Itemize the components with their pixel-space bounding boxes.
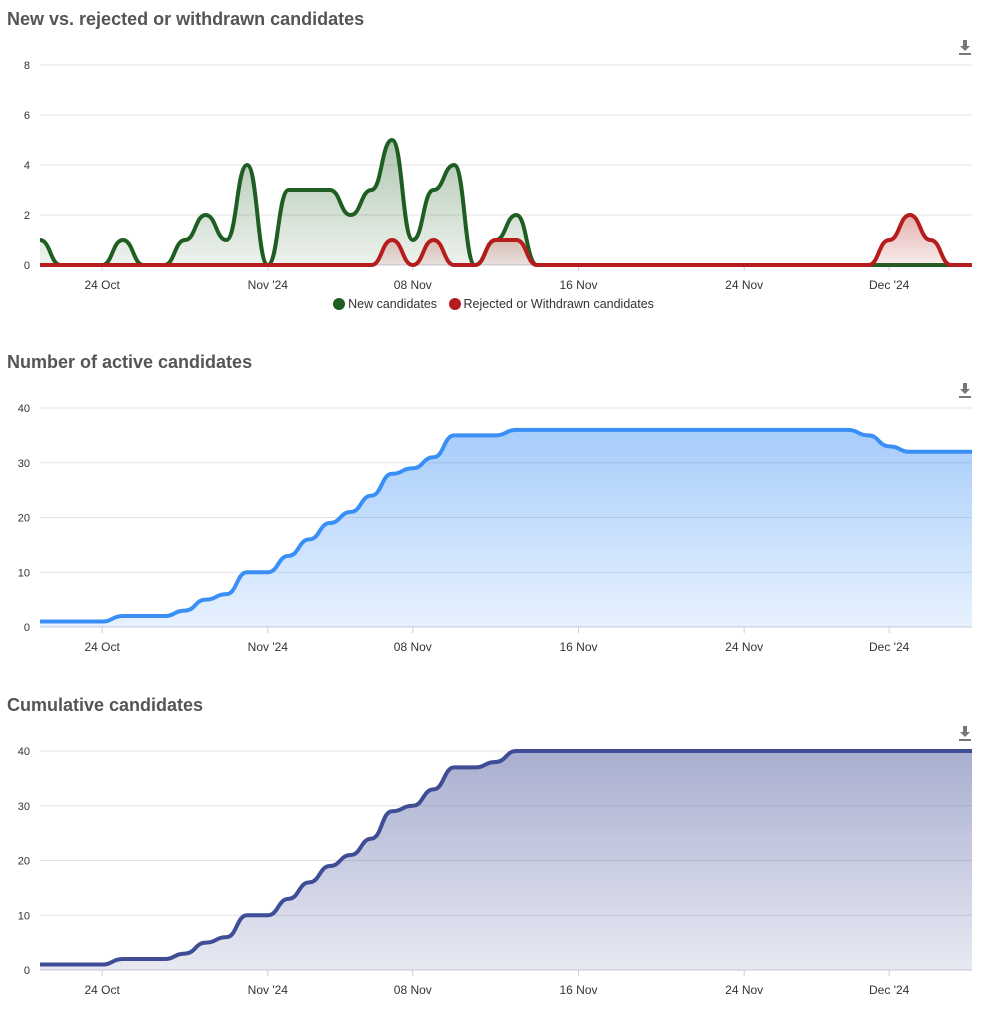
x-tick-label: Nov '24 bbox=[248, 640, 289, 654]
series-line[interactable] bbox=[39, 749, 972, 967]
chart-title-new-vs-rejected: New vs. rejected or withdrawn candidates bbox=[7, 9, 365, 29]
legend-item-new-candidates[interactable]: New candidates bbox=[333, 297, 437, 311]
download-icon[interactable] bbox=[957, 39, 973, 55]
legend-dot bbox=[448, 298, 461, 310]
y-tick-label: 0 bbox=[24, 260, 30, 272]
x-tick-label: 24 Nov bbox=[725, 983, 763, 997]
x-tick-label: 16 Nov bbox=[559, 278, 597, 292]
y-tick-label: 30 bbox=[18, 801, 30, 813]
y-tick-label: 10 bbox=[18, 910, 30, 922]
chart-title-cumulative-candidates: Cumulative candidates bbox=[7, 695, 204, 715]
chart-2: 0 10 20 30 40 24 Oct Nov '24 08 Nov 16 Nov 24 Nov… bbox=[18, 746, 972, 997]
y-tick-label: 2 bbox=[24, 210, 30, 222]
series-line[interactable] bbox=[39, 213, 972, 267]
y-tick-label: 8 bbox=[24, 60, 30, 72]
x-tick-label: Nov '24 bbox=[248, 278, 289, 292]
x-tick-label: 24 Oct bbox=[84, 640, 120, 654]
legend-label: New candidates bbox=[348, 297, 438, 311]
download-icon[interactable] bbox=[957, 382, 973, 398]
y-tick-label: 20 bbox=[18, 513, 30, 525]
download-icon[interactable] bbox=[957, 725, 973, 741]
chart-0: 0 2 4 6 8 24 Oct Nov '24 08 Nov 16 Nov 24 Nov Dec … bbox=[24, 60, 972, 292]
y-tick-label: 10 bbox=[18, 567, 30, 579]
y-tick-label: 0 bbox=[24, 965, 30, 977]
x-tick-label: Dec '24 bbox=[869, 640, 910, 654]
x-tick-label: 08 Nov bbox=[394, 278, 432, 292]
x-tick-label: Dec '24 bbox=[869, 983, 910, 997]
x-tick-label: 08 Nov bbox=[394, 640, 432, 654]
series-area bbox=[40, 429, 972, 627]
chart-1: 0 10 20 30 40 24 Oct Nov '24 08 Nov 16 Nov 24 Nov… bbox=[18, 403, 973, 654]
legend-item-rejected-candidates[interactable]: Rejected or Withdrawn candidates bbox=[448, 297, 654, 311]
x-tick-label: Nov '24 bbox=[248, 983, 289, 997]
series-line[interactable] bbox=[39, 427, 973, 624]
x-tick-label: Dec '24 bbox=[869, 278, 910, 292]
legend-dot bbox=[333, 298, 346, 310]
legend-label: Rejected or Withdrawn candidates bbox=[463, 297, 654, 311]
x-tick-label: 16 Nov bbox=[559, 983, 597, 997]
chart-legend: New candidates Rejected or Withdrawn can… bbox=[0, 297, 987, 311]
x-tick-label: 24 Nov bbox=[725, 278, 763, 292]
chart-title-active-candidates: Number of active candidates bbox=[7, 352, 253, 372]
y-tick-label: 30 bbox=[18, 458, 30, 470]
x-tick-label: 24 Oct bbox=[84, 983, 120, 997]
y-tick-label: 4 bbox=[24, 160, 30, 172]
y-tick-label: 0 bbox=[24, 622, 30, 634]
y-tick-label: 20 bbox=[18, 856, 30, 868]
x-tick-label: 16 Nov bbox=[559, 640, 597, 654]
x-tick-label: 08 Nov bbox=[394, 983, 432, 997]
y-tick-label: 6 bbox=[24, 110, 30, 122]
y-tick-label: 40 bbox=[18, 403, 30, 415]
x-tick-label: 24 Oct bbox=[84, 278, 120, 292]
y-tick-label: 40 bbox=[18, 746, 30, 758]
x-tick-label: 24 Nov bbox=[725, 640, 763, 654]
